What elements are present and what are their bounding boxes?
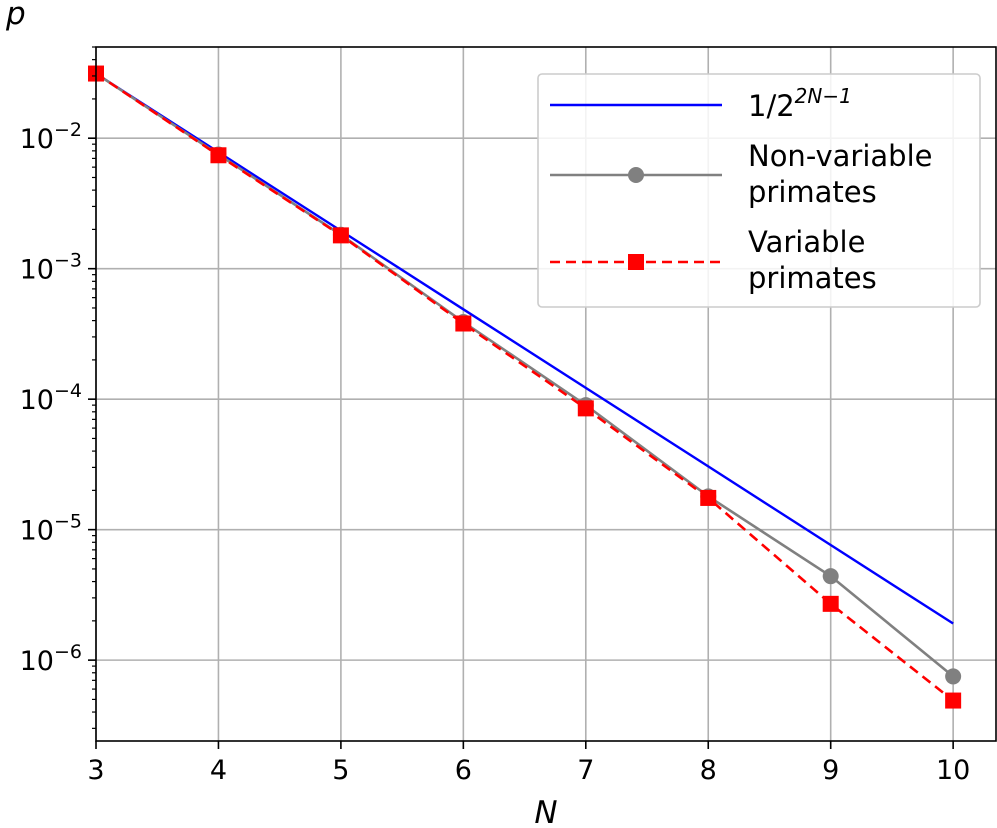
- ticks: 3 4 5 6 7 8 9 10 10−6 10−5 10−4 10−3 10−2: [20, 46, 970, 786]
- y-tick-label: 10−4: [20, 380, 82, 416]
- data-point: [332, 227, 349, 244]
- data-point: [577, 400, 594, 417]
- x-tick-label: 5: [332, 755, 349, 786]
- legend-entry-0: 1/22N−1: [550, 84, 852, 123]
- y-axis-label: p: [5, 0, 26, 32]
- legend-label: primates: [748, 261, 877, 295]
- x-axis-label: N: [534, 795, 557, 828]
- legend: 1/22N−1Non-variableprimatesVariableprima…: [537, 73, 981, 308]
- data-point: [822, 568, 839, 585]
- legend-marker: [628, 254, 644, 270]
- y-tick-label: 10−6: [20, 641, 82, 677]
- x-tick-label: 8: [700, 755, 717, 786]
- series-line: [95, 72, 954, 625]
- data-point: [945, 668, 962, 685]
- y-tick-label: 10−5: [20, 511, 82, 547]
- x-tick-label: 3: [87, 755, 104, 786]
- data-point: [210, 147, 227, 164]
- series-line: [95, 72, 954, 702]
- data-point: [700, 489, 717, 506]
- data-point: [945, 692, 962, 709]
- data-point: [822, 595, 839, 612]
- series-0: [95, 72, 954, 625]
- legend-box: [537, 73, 981, 308]
- y-tick-label: 10−3: [20, 250, 82, 286]
- x-tick-label: 7: [577, 755, 594, 786]
- y-tick-label: 10−2: [20, 119, 82, 155]
- legend-label: Variable: [748, 225, 865, 259]
- series-line: [95, 72, 954, 678]
- x-tick-label: 10: [936, 755, 970, 786]
- series-layer: [88, 65, 962, 709]
- plot-frame: [95, 46, 997, 742]
- x-tick-label: 9: [822, 755, 839, 786]
- x-tick-label: 4: [210, 755, 227, 786]
- legend-label: primates: [748, 175, 877, 209]
- legend-label: 1/22N−1: [748, 84, 852, 123]
- legend-marker: [628, 167, 644, 183]
- series-2: [88, 65, 962, 709]
- legend-label: Non-variable: [748, 139, 933, 173]
- x-tick-label: 6: [455, 755, 472, 786]
- data-point: [455, 315, 472, 332]
